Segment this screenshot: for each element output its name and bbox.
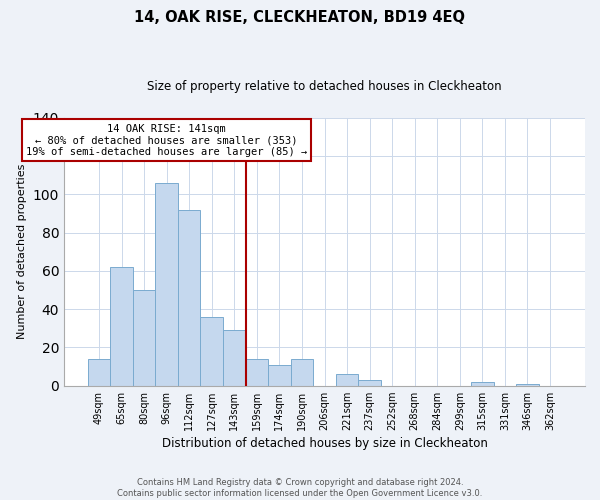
Bar [155, 183, 178, 386]
Bar [133, 290, 155, 386]
Title: Size of property relative to detached houses in Cleckheaton: Size of property relative to detached ho… [147, 80, 502, 93]
Bar [88, 359, 110, 386]
Bar [358, 380, 381, 386]
Bar [290, 359, 313, 386]
Bar [471, 382, 494, 386]
Bar [200, 317, 223, 386]
Text: Contains HM Land Registry data © Crown copyright and database right 2024.
Contai: Contains HM Land Registry data © Crown c… [118, 478, 482, 498]
X-axis label: Distribution of detached houses by size in Cleckheaton: Distribution of detached houses by size … [161, 437, 487, 450]
Bar [245, 359, 268, 386]
Text: 14, OAK RISE, CLECKHEATON, BD19 4EQ: 14, OAK RISE, CLECKHEATON, BD19 4EQ [134, 10, 466, 25]
Bar [336, 374, 358, 386]
Bar [516, 384, 539, 386]
Bar [223, 330, 245, 386]
Bar [110, 267, 133, 386]
Y-axis label: Number of detached properties: Number of detached properties [17, 164, 27, 340]
Bar [268, 364, 290, 386]
Text: 14 OAK RISE: 141sqm
← 80% of detached houses are smaller (353)
19% of semi-detac: 14 OAK RISE: 141sqm ← 80% of detached ho… [26, 124, 307, 156]
Bar [178, 210, 200, 386]
